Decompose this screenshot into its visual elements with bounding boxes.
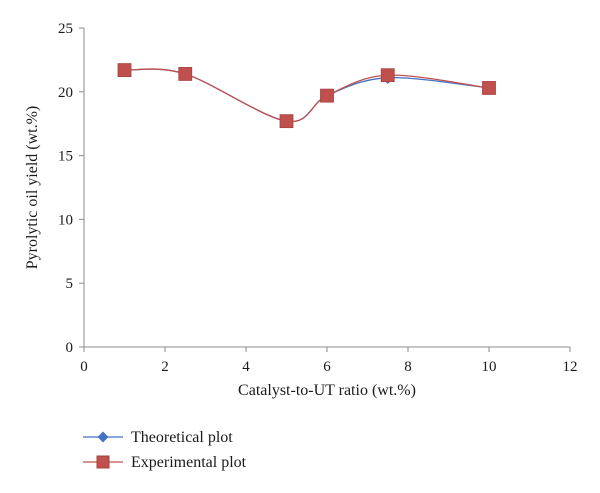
y-tick-label: 20: [58, 85, 73, 101]
x-tick-label: 10: [482, 359, 497, 375]
x-tick-label: 6: [323, 359, 331, 375]
y-tick-label: 0: [66, 340, 74, 356]
data-point-experimental: [279, 114, 294, 129]
legend-label-experimental: Experimental plot: [131, 454, 247, 471]
legend-item-experimental: Experimental plot: [83, 454, 247, 471]
axis-ticks: 0 2 4 6 8 10 12 0 5 10 15 20 25: [58, 21, 578, 375]
legend: Theoretical plot Experimental plot: [83, 429, 247, 471]
legend-marker-experimental: [96, 455, 110, 469]
y-tick-label: 5: [66, 276, 74, 292]
legend-marker-theoretical: [97, 431, 109, 443]
legend-label-theoretical: Theoretical plot: [131, 429, 233, 446]
y-tick-label: 25: [58, 21, 73, 37]
y-axis-label: Pyrolytic oil yield (wt.%): [24, 106, 41, 270]
data-point-experimental: [178, 67, 193, 81]
data-point-experimental: [380, 68, 395, 83]
x-tick-label: 4: [242, 359, 250, 375]
series-markers: [117, 63, 496, 129]
data-point-experimental: [320, 88, 334, 103]
y-tick-label: 15: [58, 149, 73, 165]
x-tick-label: 12: [563, 359, 578, 375]
x-axis-label: Catalyst-to-UT ratio (wt.%): [238, 382, 416, 399]
data-point-experimental: [482, 81, 496, 95]
chart-axes: [83, 28, 570, 348]
x-tick-label: 8: [404, 359, 412, 375]
legend-item-theoretical: Theoretical plot: [83, 429, 233, 446]
x-tick-label: 0: [80, 359, 88, 375]
y-tick-label: 10: [58, 212, 73, 228]
x-tick-label: 2: [161, 359, 169, 375]
data-point-experimental: [117, 63, 132, 78]
